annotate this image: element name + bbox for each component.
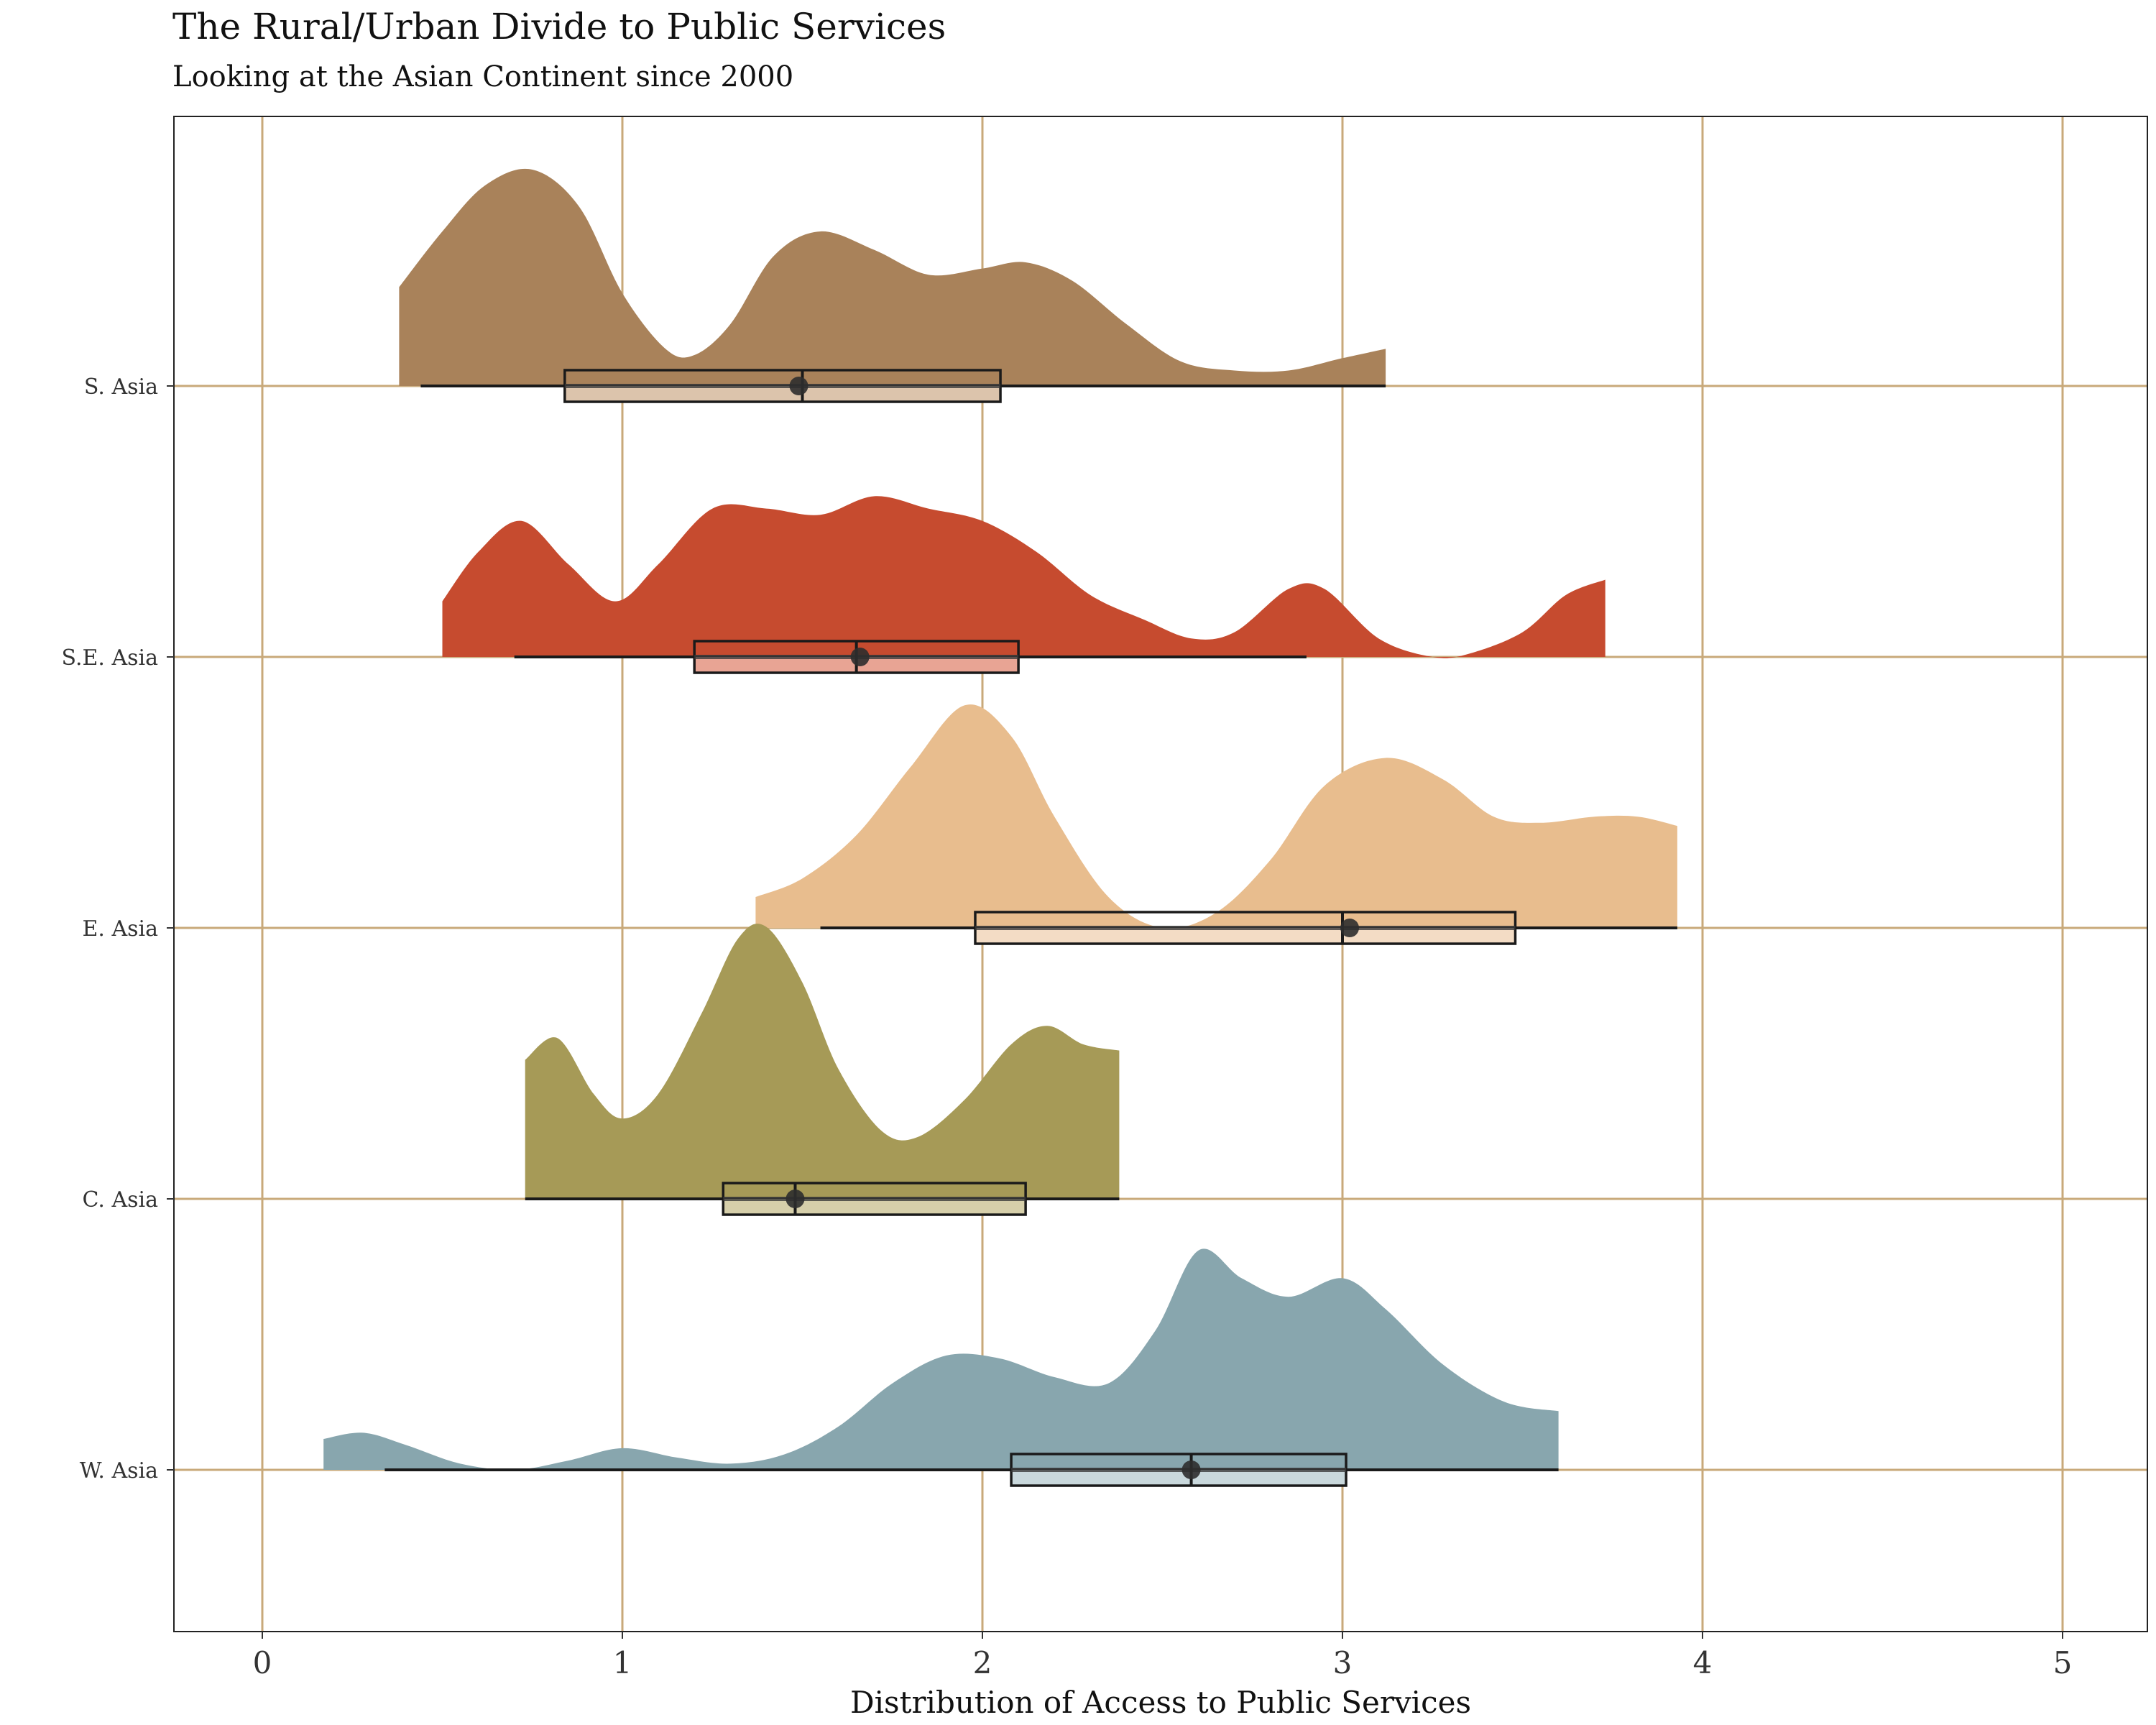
x-tick-label: 5	[2053, 1645, 2073, 1680]
density-wasia	[323, 1248, 1559, 1471]
mean-point-2	[1340, 919, 1360, 937]
mean-point-3	[786, 1190, 805, 1208]
mean-point-0	[789, 377, 808, 395]
y-tick-label: S. Asia	[84, 374, 158, 400]
chart-subtitle: Looking at the Asian Continent since 200…	[172, 60, 794, 93]
density-sasia	[399, 168, 1386, 386]
x-tick-label: 3	[1333, 1645, 1353, 1680]
y-tick-label: E. Asia	[82, 916, 158, 942]
density-easia	[755, 704, 1677, 929]
x-tick-label: 0	[253, 1645, 272, 1680]
density-seasia	[442, 496, 1606, 658]
tick-layer: 0 1 2 3 4 5 S. Asia S.E. Asia E. Asia C. Asia W. A…	[61, 374, 2072, 1680]
y-tick-label: C. Asia	[83, 1187, 159, 1213]
chart-title: The Rural/Urban Divide to Public Service…	[172, 6, 946, 47]
density-layer	[323, 168, 1677, 1471]
box-lower-4	[1011, 1470, 1347, 1486]
box-lower-3	[723, 1199, 1026, 1215]
mean-point-1	[850, 648, 870, 666]
box-layer	[384, 369, 1677, 1487]
x-tick-label: 4	[1693, 1645, 1713, 1680]
box-lower-2	[975, 928, 1516, 944]
y-tick-label: S.E. Asia	[61, 645, 158, 671]
y-tick-label: W. Asia	[80, 1458, 158, 1484]
x-tick-label: 1	[613, 1645, 632, 1680]
panel-border	[173, 116, 2148, 1632]
mean-point-4	[1181, 1460, 1201, 1479]
x-axis-title: Distribution of Access to Public Service…	[850, 1685, 1471, 1720]
density-casia	[525, 924, 1120, 1199]
x-tick-label: 2	[973, 1645, 992, 1680]
box-lower-0	[564, 386, 1001, 402]
